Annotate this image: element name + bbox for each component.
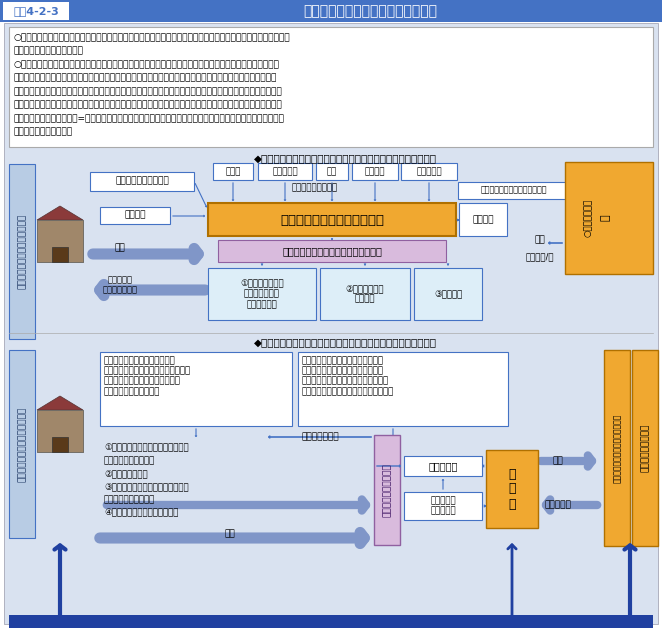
Text: 補助率１/２: 補助率１/２ xyxy=(526,252,554,261)
Text: 福祉施設: 福祉施設 xyxy=(472,215,494,224)
Text: ②訪問による支援: ②訪問による支援 xyxy=(104,469,148,478)
FancyBboxPatch shape xyxy=(604,350,630,546)
FancyBboxPatch shape xyxy=(213,163,253,180)
Text: 地域若者サポートステーション: 地域若者サポートステーション xyxy=(481,185,547,195)
Text: ②他の関係機関
との連携: ②他の関係機関 との連携 xyxy=(346,284,384,304)
FancyBboxPatch shape xyxy=(208,268,316,320)
Text: ひきこもりサポーター養成研修事業
（実施主体：都道府県、指定都市）
ひきこもり地域支援センター等で養成
研修や研修修了者の情報管理等を実施。: ひきこもりサポーター養成研修事業 （実施主体：都道府県、指定都市） ひきこもり地… xyxy=(302,356,395,396)
Text: ひきこもりを抱える家族や本人: ひきこもりを抱える家族や本人 xyxy=(17,406,26,482)
Polygon shape xyxy=(37,220,83,262)
FancyBboxPatch shape xyxy=(9,350,35,538)
FancyBboxPatch shape xyxy=(352,163,398,180)
Text: （市町村への相談）: （市町村への相談） xyxy=(104,456,156,465)
Text: 保健所: 保健所 xyxy=(225,167,241,176)
FancyBboxPatch shape xyxy=(258,163,312,180)
FancyBboxPatch shape xyxy=(458,182,570,199)
Text: ③ひきこもり地域支援センター等の: ③ひきこもり地域支援センター等の xyxy=(104,482,189,491)
Text: ①地域に潜在するひきこもりの発見: ①地域に潜在するひきこもりの発見 xyxy=(104,443,189,452)
Text: ○ひきこもりに関しては、ひきこもりの長期化・高齢化や、それに伴うひきこもりを抱える家族や本人からの: ○ひきこもりに関しては、ひきこもりの長期化・高齢化や、それに伴うひきこもりを抱え… xyxy=(14,60,280,69)
Polygon shape xyxy=(52,437,68,452)
Text: 医療機関: 医療機関 xyxy=(365,167,385,176)
Text: ひきこもり支援コーディネーター配置: ひきこもり支援コーディネーター配置 xyxy=(282,246,382,256)
Text: 各関係機関との連携: 各関係機関との連携 xyxy=(292,183,338,193)
FancyBboxPatch shape xyxy=(9,164,35,339)
FancyBboxPatch shape xyxy=(4,23,658,624)
FancyBboxPatch shape xyxy=(298,352,508,426)
Text: ③情報発信: ③情報発信 xyxy=(434,290,462,298)
Text: ④普及啓発（勉強会等の開催）: ④普及啓発（勉強会等の開催） xyxy=(104,508,178,517)
Text: ○普及・啓発等: ○普及・啓発等 xyxy=(583,199,592,237)
Text: ひきこもり地域支援センターの概要: ひきこもり地域支援センターの概要 xyxy=(303,4,437,18)
FancyBboxPatch shape xyxy=(100,352,292,426)
FancyBboxPatch shape xyxy=(316,163,348,180)
FancyBboxPatch shape xyxy=(208,203,456,236)
Text: 相談: 相談 xyxy=(553,457,563,465)
Text: 相談: 相談 xyxy=(224,529,236,538)
FancyBboxPatch shape xyxy=(459,203,507,236)
Text: 家族の会: 家族の会 xyxy=(124,210,146,220)
Text: ひきこもりサポーター派遣事業
（実施主体：市町村（特別区含む））
ひきこもりを抱える家族や本人へ
サポーターを派遣する。: ひきこもりサポーター派遣事業 （実施主体：市町村（特別区含む）） ひきこもりを抱… xyxy=(104,356,191,396)
Text: 研修による養成: 研修による養成 xyxy=(301,433,339,441)
Text: ◆ひきこもり地域支援センター設置運営事業（平成２１年度～）: ◆ひきこもり地域支援センター設置運営事業（平成２１年度～） xyxy=(254,153,436,163)
FancyBboxPatch shape xyxy=(632,350,658,546)
Text: （ひきこもり地域支援センター）: （ひきこもり地域支援センター） xyxy=(612,413,622,483)
FancyBboxPatch shape xyxy=(37,410,83,452)
Polygon shape xyxy=(37,410,83,452)
FancyBboxPatch shape xyxy=(37,220,83,262)
FancyBboxPatch shape xyxy=(374,435,400,545)
FancyBboxPatch shape xyxy=(90,172,194,191)
Text: ①第１次相談窓口
と家庭訪問を中
心とした支援: ①第１次相談窓口 と家庭訪問を中 心とした支援 xyxy=(240,279,284,309)
FancyBboxPatch shape xyxy=(401,163,457,180)
Polygon shape xyxy=(37,206,83,220)
FancyBboxPatch shape xyxy=(0,0,662,22)
FancyBboxPatch shape xyxy=(218,240,446,262)
FancyBboxPatch shape xyxy=(404,492,482,520)
Text: ひきこもりを抱える家族や本人に対するきめ細やかな支援が可能となるよう、継続的な訪問支援等を行う「ひ: ひきこもりを抱える家族や本人に対するきめ細やかな支援が可能となるよう、継続的な訪… xyxy=(14,100,283,109)
Polygon shape xyxy=(37,396,83,410)
Polygon shape xyxy=(52,247,68,262)
Text: 活動費補助
助言・指導: 活動費補助 助言・指導 xyxy=(430,496,456,516)
Text: 専門機関への紹介等: 専門機関への紹介等 xyxy=(104,495,156,504)
Text: きこもりサポーター」（=ひきこもり家族等の当事者（ピアサポート）等含む）を養成し、派遣する事業を平: きこもりサポーター」（=ひきこもり家族等の当事者（ピアサポート）等含む）を養成し… xyxy=(14,114,285,123)
Text: 相談: 相談 xyxy=(115,244,125,252)
Text: 家庭訪問を
中心とする支援: 家庭訪問を 中心とする支援 xyxy=(103,275,138,295)
FancyBboxPatch shape xyxy=(404,456,482,476)
Text: 国: 国 xyxy=(601,215,611,221)
Text: を平成２１年度から整備。: を平成２１年度から整備。 xyxy=(14,46,84,55)
Text: 福祉事務所: 福祉事務所 xyxy=(416,167,442,176)
Text: 十分に行われていないのではないか、等の課題があることから、地域に潜在するひきこもりを早期に発見し、: 十分に行われていないのではないか、等の課題があることから、地域に潜在するひきこも… xyxy=(14,87,283,96)
Text: ひきこもりを抱える家族や本人: ひきこもりを抱える家族や本人 xyxy=(17,214,26,289)
Text: 報告・相談: 報告・相談 xyxy=(428,461,457,471)
Text: 成２５年度から開始。: 成２５年度から開始。 xyxy=(14,127,73,136)
Text: 児童相談所: 児童相談所 xyxy=(272,167,298,176)
FancyBboxPatch shape xyxy=(9,27,653,147)
Text: ○各都道府県・指定都市に、ひきこもり本人や家族等からの相談等の支援を行う「ひきこもり地域支援センター」: ○各都道府県・指定都市に、ひきこもり本人や家族等からの相談等の支援を行う「ひきこ… xyxy=(14,33,291,42)
Text: 学校: 学校 xyxy=(327,167,337,176)
Text: 助言・指導: 助言・指導 xyxy=(545,501,571,509)
FancyBboxPatch shape xyxy=(486,450,538,528)
Text: 精神保健福祉センター: 精神保健福祉センター xyxy=(115,176,169,185)
FancyBboxPatch shape xyxy=(100,207,170,224)
FancyBboxPatch shape xyxy=(3,2,69,20)
FancyBboxPatch shape xyxy=(565,162,653,274)
Text: 補助: 補助 xyxy=(535,236,545,244)
FancyBboxPatch shape xyxy=(320,268,410,320)
Text: ひきこもりサポーター: ひきこもりサポーター xyxy=(383,463,391,517)
Text: 多様な相談にきめ細かく対応できていないのではないか、当事者による支援（ピアサポート）や訪問などが: 多様な相談にきめ細かく対応できていないのではないか、当事者による支援（ピアサポー… xyxy=(14,73,277,82)
FancyBboxPatch shape xyxy=(414,268,482,320)
Text: 図表4-2-3: 図表4-2-3 xyxy=(13,6,59,16)
Text: ◆ひきこもりサポーター養成研修、派遣事業（平成２５年度～）: ◆ひきこもりサポーター養成研修、派遣事業（平成２５年度～） xyxy=(254,337,436,347)
Text: 都道府県・指定都市: 都道府県・指定都市 xyxy=(641,424,649,472)
Text: ひきこもり地域支援センター: ひきこもり地域支援センター xyxy=(280,214,384,227)
Text: 市
町
村: 市 町 村 xyxy=(508,467,516,511)
FancyBboxPatch shape xyxy=(9,615,653,628)
